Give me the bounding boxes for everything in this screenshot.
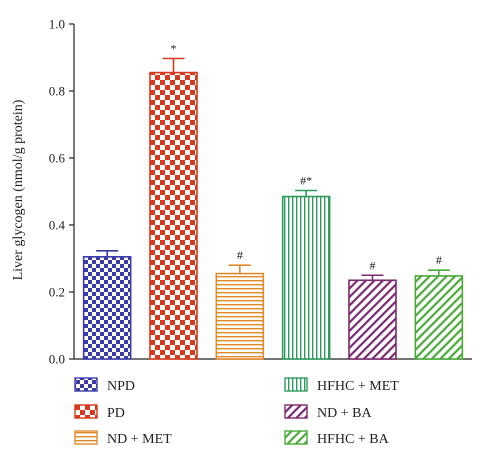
bar-nd-ba bbox=[348, 279, 397, 360]
legend-swatch bbox=[74, 430, 98, 445]
y-tick-label: 0.4 bbox=[49, 218, 66, 233]
legend-swatch bbox=[284, 377, 308, 392]
legend-label: PD bbox=[107, 406, 125, 421]
significance-label: # bbox=[237, 248, 243, 262]
legend-label: ND + MET bbox=[107, 432, 172, 447]
significance-label: # bbox=[370, 258, 376, 272]
bar-npd bbox=[82, 256, 132, 360]
bar-pd bbox=[149, 71, 198, 360]
y-axis-title: Liver glycogen (nmol/g protein) bbox=[11, 99, 26, 280]
significance-label: #* bbox=[300, 173, 312, 187]
legend-swatch bbox=[284, 430, 308, 445]
y-tick-label: 0.8 bbox=[49, 84, 65, 99]
legend-swatch bbox=[74, 404, 98, 419]
bar-hfhc-met bbox=[281, 195, 331, 360]
y-tick-label: 0.6 bbox=[49, 151, 66, 166]
bar-nd-met bbox=[215, 272, 265, 360]
legend-label: HFHC + BA bbox=[317, 432, 390, 447]
legend-swatch bbox=[284, 404, 308, 419]
bars: * # #* # # bbox=[82, 42, 464, 360]
significance-label: * bbox=[171, 42, 177, 56]
legend-label: ND + BA bbox=[317, 406, 372, 421]
y-tick-label: 1.0 bbox=[49, 17, 65, 32]
legend: NPD PD ND + MET HFHC + MET ND + BA HFHC + BA bbox=[74, 377, 399, 447]
legend-swatch bbox=[74, 377, 98, 392]
y-tick-label: 0.2 bbox=[49, 285, 65, 300]
y-tick-label: 0.0 bbox=[49, 352, 65, 367]
bar-hfhc-ba bbox=[414, 275, 464, 360]
legend-label: HFHC + MET bbox=[317, 379, 399, 394]
significance-label: # bbox=[436, 253, 442, 267]
axes: 0.0 0.2 0.4 0.6 0.8 1.0 bbox=[49, 17, 472, 367]
legend-label: NPD bbox=[107, 379, 135, 394]
